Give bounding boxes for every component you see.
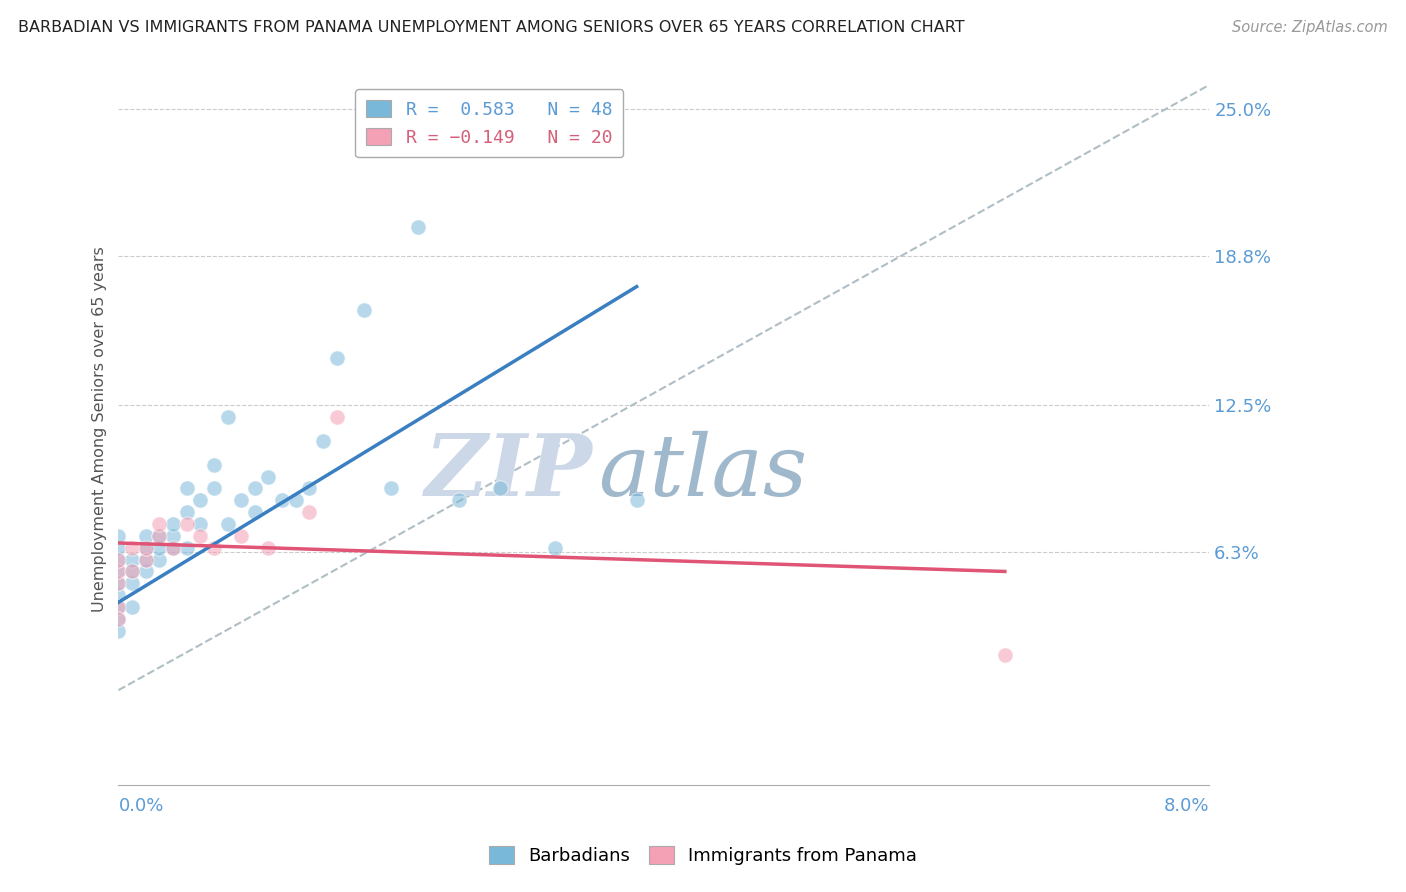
Point <box>449 493 471 508</box>
Point <box>257 469 280 483</box>
Point <box>243 505 266 519</box>
Point <box>231 493 253 508</box>
Point <box>107 600 129 615</box>
Point <box>298 505 321 519</box>
Point <box>202 541 225 555</box>
Point <box>298 482 321 496</box>
Point <box>243 482 266 496</box>
Text: Source: ZipAtlas.com: Source: ZipAtlas.com <box>1232 20 1388 35</box>
Y-axis label: Unemployment Among Seniors over 65 years: Unemployment Among Seniors over 65 years <box>93 246 107 612</box>
Point <box>489 482 512 496</box>
Point <box>121 565 143 579</box>
Point <box>271 493 294 508</box>
Point <box>217 516 239 531</box>
Point <box>135 552 157 566</box>
Point <box>176 482 198 496</box>
Point <box>135 552 157 566</box>
Point <box>107 565 129 579</box>
Point <box>188 516 211 531</box>
Point <box>107 588 129 602</box>
Point <box>353 303 375 318</box>
Text: 0.0%: 0.0% <box>118 797 165 815</box>
Point <box>121 565 143 579</box>
Legend: Barbadians, Immigrants from Panama: Barbadians, Immigrants from Panama <box>482 839 924 872</box>
Point <box>284 493 307 508</box>
Point <box>107 529 129 543</box>
Point <box>107 576 129 591</box>
Point <box>626 493 648 508</box>
Point <box>107 624 129 638</box>
Text: BARBADIAN VS IMMIGRANTS FROM PANAMA UNEMPLOYMENT AMONG SENIORS OVER 65 YEARS COR: BARBADIAN VS IMMIGRANTS FROM PANAMA UNEM… <box>18 20 965 35</box>
Point <box>994 648 1017 662</box>
Point <box>162 541 184 555</box>
Point <box>257 541 280 555</box>
Point <box>188 493 211 508</box>
Text: atlas: atlas <box>599 431 807 513</box>
Point <box>148 529 170 543</box>
Point <box>148 552 170 566</box>
Point <box>107 541 129 555</box>
Point <box>121 541 143 555</box>
Point <box>176 505 198 519</box>
Point <box>176 541 198 555</box>
Point <box>107 600 129 615</box>
Point <box>202 482 225 496</box>
Point <box>135 541 157 555</box>
Point <box>408 220 430 235</box>
Point <box>217 410 239 425</box>
Point <box>148 541 170 555</box>
Point <box>107 612 129 626</box>
Point <box>380 482 402 496</box>
Point <box>544 541 567 555</box>
Point <box>148 529 170 543</box>
Point <box>188 529 211 543</box>
Point <box>176 516 198 531</box>
Text: ZIP: ZIP <box>425 430 593 514</box>
Point <box>135 529 157 543</box>
Point <box>107 552 129 566</box>
Point <box>148 516 170 531</box>
Point <box>121 600 143 615</box>
Point <box>202 458 225 472</box>
Text: 8.0%: 8.0% <box>1164 797 1209 815</box>
Point <box>135 541 157 555</box>
Point <box>107 576 129 591</box>
Point <box>107 552 129 566</box>
Point <box>325 410 347 425</box>
Point <box>162 529 184 543</box>
Legend: R =  0.583   N = 48, R = −0.149   N = 20: R = 0.583 N = 48, R = −0.149 N = 20 <box>356 89 623 157</box>
Point <box>107 612 129 626</box>
Point <box>121 552 143 566</box>
Point <box>162 541 184 555</box>
Point <box>312 434 335 448</box>
Point <box>135 565 157 579</box>
Point <box>325 351 347 365</box>
Point <box>107 565 129 579</box>
Point <box>121 576 143 591</box>
Point <box>231 529 253 543</box>
Point <box>162 516 184 531</box>
